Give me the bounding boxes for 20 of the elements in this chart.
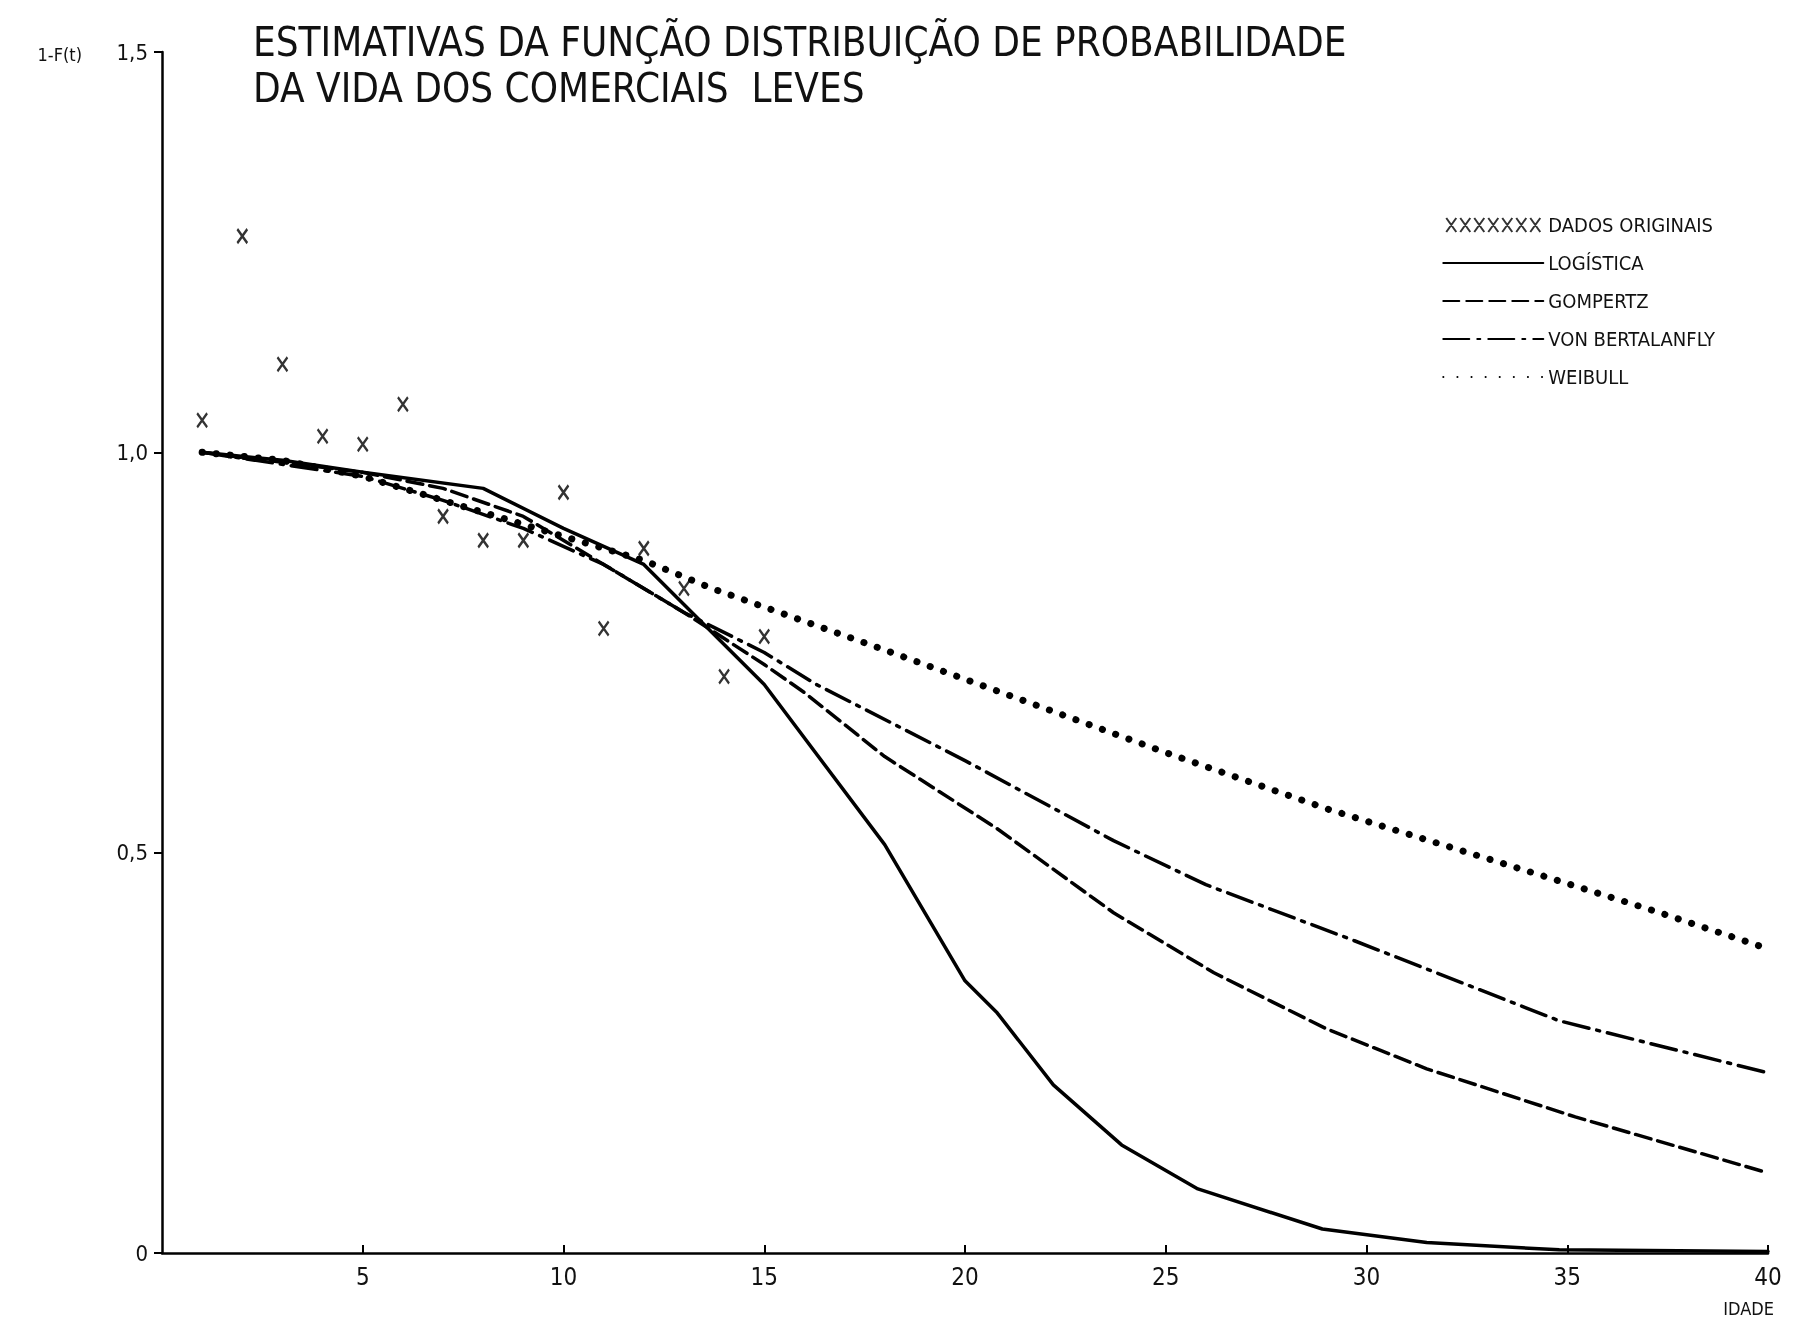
y-tick-label: 1,0 (116, 439, 148, 465)
x-tick-label: 30 (1352, 1263, 1381, 1291)
x-tick-label: 25 (1152, 1263, 1180, 1291)
x-axis-title: IDADE (1723, 1297, 1774, 1319)
legend-label: DADOS ORIGINAIS (1548, 213, 1713, 237)
legend-label: VON BERTALANFLY (1548, 327, 1717, 351)
x-tick-label: 20 (951, 1263, 979, 1291)
x-tick-label: 10 (549, 1263, 578, 1291)
x-tick-label: 35 (1553, 1263, 1581, 1291)
legend-label: LOGÍSTICA (1548, 251, 1645, 275)
y-axis-title: 1-F(t) (37, 43, 82, 65)
x-tick-label: 5 (355, 1263, 370, 1291)
chart-title: ESTIMATIVAS DA FUNÇÃO DISTRIBUIÇÃO DE PROBABILIDADE DA VIDA DOS COMERCIAIS LEVES (253, 18, 1347, 111)
x-tick-label: 40 (1754, 1263, 1782, 1291)
legend-label: GOMPERTZ (1548, 289, 1649, 313)
x-tick-label: 15 (750, 1263, 778, 1291)
y-tick-label: 0 (135, 1240, 148, 1266)
y-tick-label: 1,5 (116, 39, 148, 65)
y-tick-label: 0,5 (116, 840, 148, 866)
legend-label: WEIBULL (1548, 365, 1629, 389)
